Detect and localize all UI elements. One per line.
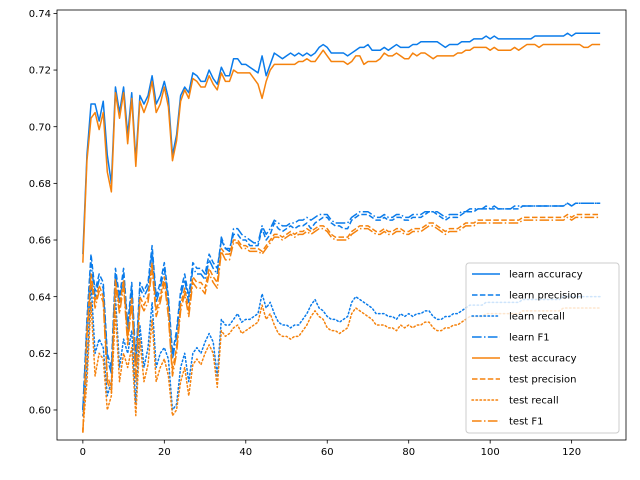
legend-label: test F1 — [509, 417, 544, 428]
y-tick-label: 0.74 — [29, 9, 51, 20]
legend-label: test precision — [509, 375, 577, 386]
x-tick-label: 20 — [158, 447, 171, 458]
legend: learn accuracy learn precision learn recal… — [465, 262, 620, 434]
series-line-test-precision — [82, 213, 601, 433]
legend-label: test accuracy — [509, 354, 577, 365]
axes: 0 20 40 60 80 100 120 0.60 0.62 0.64 0.66 0.68 0.70 0… — [29, 9, 627, 458]
x-tick-label: 120 — [562, 447, 581, 458]
legend-label: learn recall — [509, 312, 565, 323]
legend-label: learn accuracy — [509, 270, 583, 281]
series-line-test-F1 — [82, 216, 601, 433]
y-tick-label: 0.64 — [29, 292, 51, 303]
series-line-test-accuracy — [82, 43, 601, 263]
series-line-test-recall — [82, 301, 601, 431]
x-tick-label: 80 — [402, 447, 415, 458]
legend-label: learn F1 — [509, 333, 550, 344]
x-tick-label: 40 — [239, 447, 252, 458]
legend-label: learn precision — [509, 291, 583, 302]
series-line-learn-F1 — [82, 202, 601, 411]
x-tick-label: 100 — [481, 447, 500, 458]
x-tick-label: 0 — [80, 447, 86, 458]
plot-frame — [56, 9, 627, 441]
y-tick-label: 0.72 — [29, 66, 51, 77]
y-tick-label: 0.66 — [29, 236, 51, 247]
y-tick-label: 0.70 — [29, 122, 51, 133]
y-tick-label: 0.60 — [29, 406, 51, 417]
x-tick-label: 60 — [321, 447, 334, 458]
series-line-learn-precision — [82, 202, 601, 411]
y-tick-label: 0.68 — [29, 179, 51, 190]
y-tick-label: 0.62 — [29, 349, 51, 360]
legend-label: test recall — [509, 396, 559, 407]
legend-box — [465, 262, 620, 434]
